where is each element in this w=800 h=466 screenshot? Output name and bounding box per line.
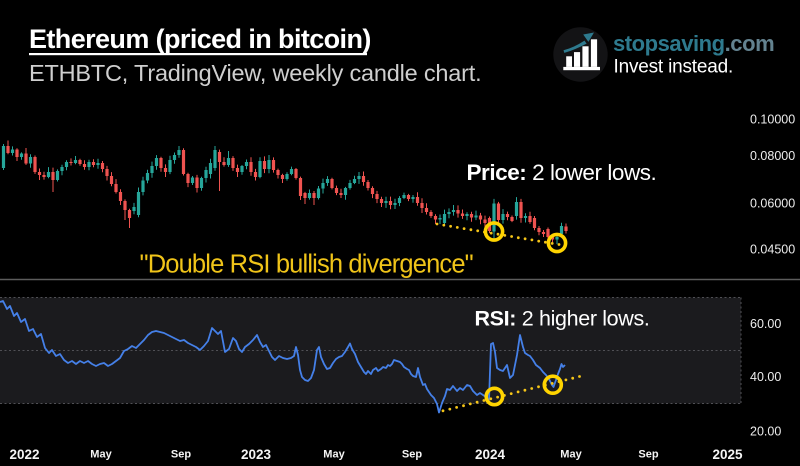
svg-text:0.04500: 0.04500: [750, 243, 795, 257]
svg-text:2023: 2023: [241, 447, 272, 462]
svg-text:Sep: Sep: [402, 449, 422, 461]
svg-text:stopsaving.com: stopsaving.com: [613, 31, 774, 56]
svg-text:ETHBTC, TradingView, weekly ca: ETHBTC, TradingView, weekly candle chart…: [29, 60, 481, 86]
svg-text:60.00: 60.00: [750, 317, 781, 331]
svg-text:May: May: [90, 449, 112, 461]
svg-text:May: May: [560, 449, 582, 461]
svg-text:"Double RSI bullish divergence: "Double RSI bullish divergence": [140, 251, 473, 279]
svg-text:Price: 2 lower lows.: Price: 2 lower lows.: [467, 160, 657, 185]
svg-text:0.08000: 0.08000: [750, 149, 795, 163]
svg-text:Sep: Sep: [638, 449, 658, 461]
svg-text:2024: 2024: [475, 447, 506, 462]
svg-text:20.00: 20.00: [750, 425, 781, 439]
svg-text:0.06000: 0.06000: [750, 197, 795, 211]
svg-text:Sep: Sep: [171, 449, 191, 461]
svg-text:2025: 2025: [712, 447, 743, 462]
svg-text:40.00: 40.00: [750, 370, 781, 384]
svg-text:May: May: [323, 449, 345, 461]
svg-text:Invest instead.: Invest instead.: [614, 57, 734, 78]
svg-text:RSI: 2 higher lows.: RSI: 2 higher lows.: [475, 307, 650, 331]
svg-text:2022: 2022: [9, 447, 39, 462]
svg-text:0.10000: 0.10000: [750, 113, 795, 127]
svg-text:Ethereum (priced in bitcoin): Ethereum (priced in bitcoin): [29, 24, 371, 54]
